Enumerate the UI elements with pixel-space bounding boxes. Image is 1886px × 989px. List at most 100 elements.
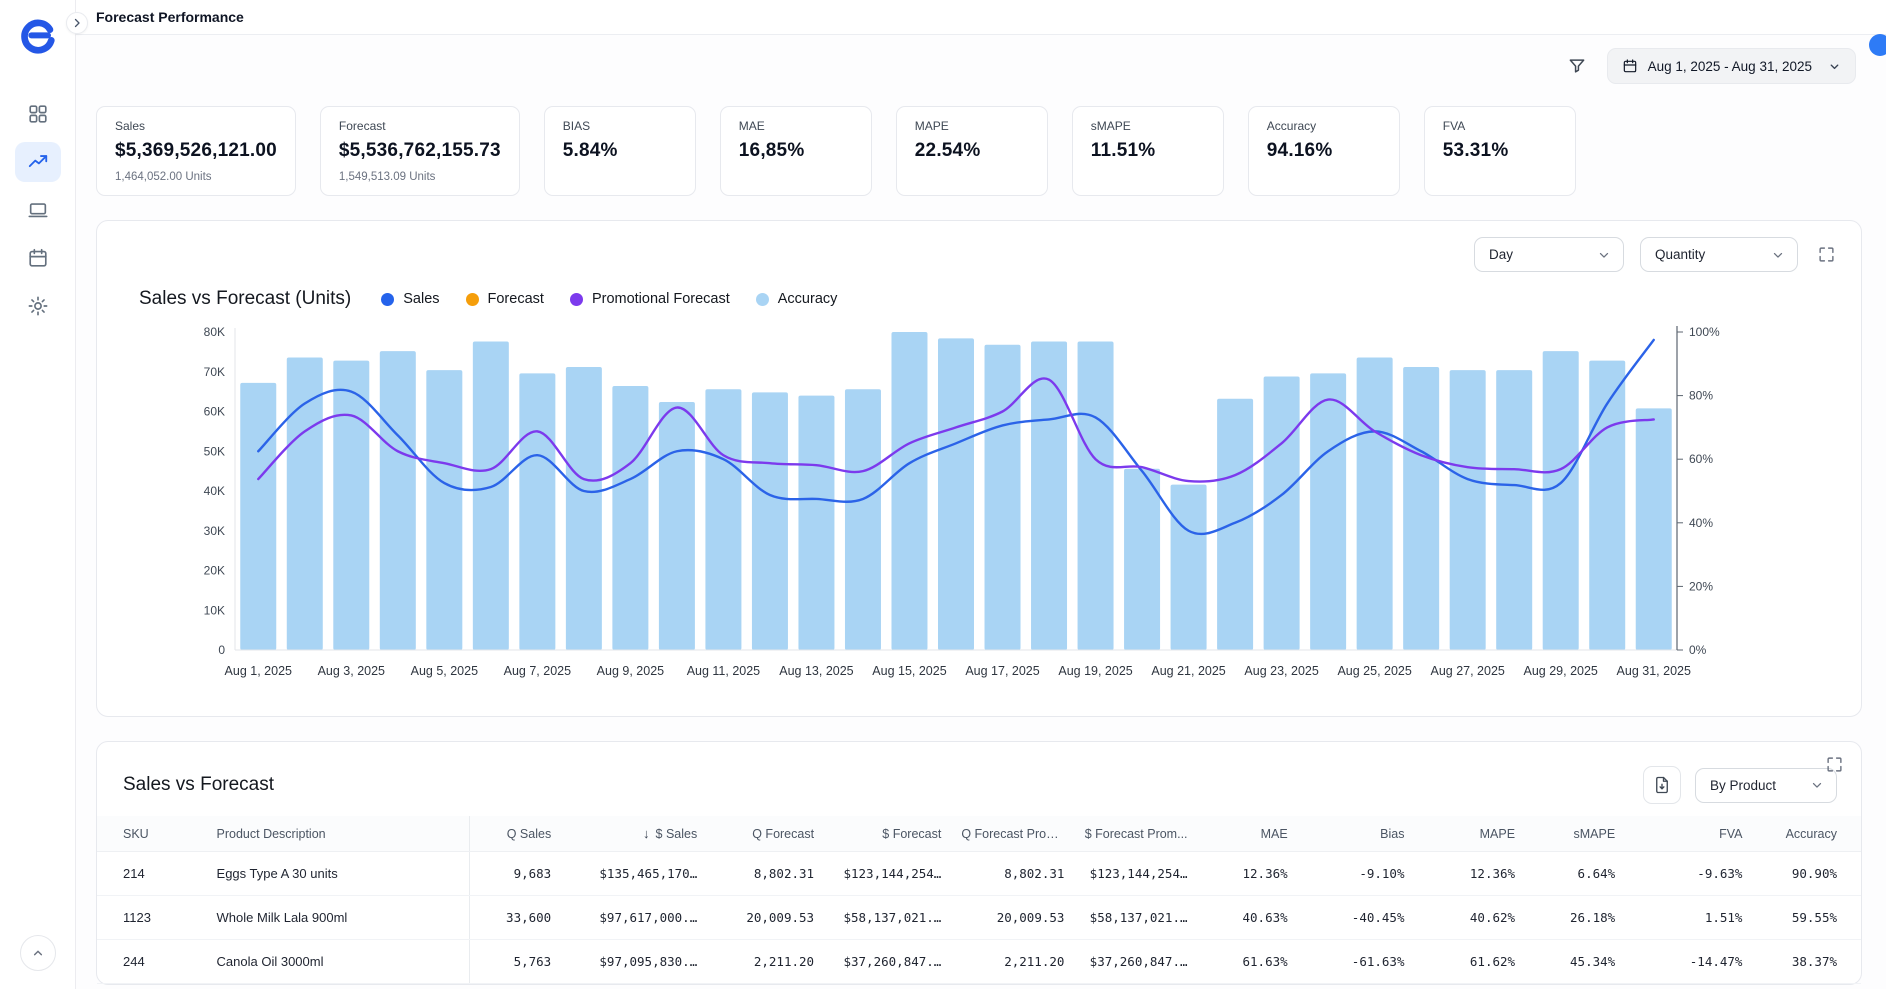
legend-item-accuracy[interactable]: Accuracy [755,291,837,307]
svg-text:Aug 19, 2025: Aug 19, 2025 [1058,664,1132,678]
scroll-top-button[interactable] [19,935,56,971]
cell-smape: 45.34% [1525,939,1626,984]
legend-dot [569,292,583,306]
column-header-fva[interactable]: FVA [1625,816,1753,852]
column-header-label: Product Description [216,826,326,841]
cell-accuracy: 38.37% [1752,939,1861,984]
column-header-sales[interactable]: ↓ $ Sales [561,816,708,852]
interval-select-value: Day [1489,247,1514,262]
column-header-forecast-prom[interactable]: $ Forecast Prom... [1074,816,1198,852]
table-fullscreen-button[interactable] [1822,752,1847,777]
kpi-card-fva: FVA 53.31% [1423,106,1576,196]
sidebar-item-devices[interactable] [15,190,61,230]
cell-accuracy: 90.90% [1752,851,1861,896]
sidebar-item-planning[interactable] [15,238,61,278]
svg-text:Aug 17, 2025: Aug 17, 2025 [965,664,1039,678]
svg-text:Aug 31, 2025: Aug 31, 2025 [1617,664,1691,678]
svg-text:40K: 40K [204,484,225,498]
column-header-bias[interactable]: Bias [1297,816,1415,852]
sidebar-item-dashboard[interactable] [15,94,61,134]
chart-title-row: Sales vs Forecast (Units) Sales Forecast P… [117,272,1841,316]
kpi-card-sales: Sales $5,369,526,121.00 1,464,052.00 Units [96,106,296,196]
column-header-q-forecast-prom[interactable]: Q Forecast Prom... [951,816,1075,852]
column-header-label: FVA [1719,826,1743,841]
table-title: Sales vs Forecast [123,774,274,795]
svg-text:Aug 25, 2025: Aug 25, 2025 [1337,664,1411,678]
cell-sales: $135,465,170… [561,851,708,896]
sidebar-expand-button[interactable] [66,12,88,34]
svg-text:Aug 23, 2025: Aug 23, 2025 [1244,664,1318,678]
metric-select[interactable]: Quantity [1640,237,1798,272]
legend-item-sales[interactable]: Sales [381,291,440,307]
column-header-accuracy[interactable]: Accuracy [1752,816,1861,852]
kpi-label: Sales [115,119,146,133]
column-header-label: MAPE [1479,826,1516,841]
column-header-q-forecast[interactable]: Q Forecast [707,816,825,852]
cell-bias: -40.45% [1297,895,1415,940]
cell-q-sales: 33,600 [469,895,562,940]
group-by-select-value: By Product [1710,777,1777,793]
table-row: 214 Eggs Type A 30 units 9,683 $135,465,170… [97,851,1861,896]
chart-fullscreen-button[interactable] [1814,242,1839,267]
kpi-value: $5,369,526,121.00 [115,140,277,161]
kpi-label: Accuracy [1266,119,1317,133]
legend-label: Promotional Forecast [591,291,730,307]
sidebar-item-settings[interactable] [15,286,61,326]
cell-fva: -9.63% [1625,851,1753,896]
cell-product-description: Eggs Type A 30 units [206,851,470,896]
cell-mape: 12.36% [1414,851,1526,896]
logo-e-icon [20,19,55,54]
cell-sku: 244 [97,939,207,984]
sidebar-item-forecast-performance[interactable] [14,142,61,182]
notification-dot[interactable] [1869,34,1886,56]
column-header-mae[interactable]: MAE [1197,816,1298,852]
svg-text:40%: 40% [1689,516,1713,530]
date-range-value: Aug 1, 2025 - Aug 31, 2025 [1647,58,1812,74]
filter-button[interactable] [1561,50,1593,82]
svg-text:60K: 60K [204,405,225,419]
cell-mae: 61.63% [1197,939,1298,984]
interval-select[interactable]: Day [1474,237,1624,272]
dashboard-grid-icon [28,105,47,123]
column-header-label: $ Sales [655,827,698,841]
date-range-picker[interactable]: Aug 1, 2025 - Aug 31, 2025 [1606,48,1856,84]
cell-q-forecast-prom: 20,009.53 [951,895,1075,940]
legend-label: Sales [403,291,440,307]
svg-text:10K: 10K [204,603,225,617]
legend-item-forecast[interactable]: Forecast [465,291,544,307]
chart-title: Sales vs Forecast (Units) [139,288,352,309]
column-header-sku[interactable]: SKU [97,816,207,852]
column-header-label: Q Sales [506,826,552,841]
legend-item-promotional-forecast[interactable]: Promotional Forecast [569,291,730,307]
sales-forecast-table: SKU Product Description Q Sales ↓ $ Sales Q F… [97,816,1861,984]
svg-text:Aug 29, 2025: Aug 29, 2025 [1524,664,1598,678]
app-logo [17,16,59,58]
table-head-row: Sales vs Forecast By Product [97,750,1861,816]
column-header-forecast[interactable]: $ Forecast [824,816,952,852]
cell-q-forecast: 20,009.53 [707,895,825,940]
column-header-q-sales[interactable]: Q Sales [469,816,562,852]
group-by-select[interactable]: By Product [1695,767,1837,803]
column-header-smape[interactable]: sMAPE [1525,816,1626,852]
kpi-card-forecast: Forecast $5,536,762,155.73 1,549,513.09 Un… [319,106,520,196]
cell-q-sales: 5,763 [469,939,562,984]
kpi-row: Sales $5,369,526,121.00 1,464,052.00 Units… [76,96,1886,196]
kpi-subvalue: 1,549,513.09 Units [338,171,436,183]
gear-icon [28,296,47,316]
svg-text:0%: 0% [1689,643,1707,657]
cell-bias: -9.10% [1297,851,1415,896]
cell-product-description: Canola Oil 3000ml [206,939,470,984]
column-header-label: Q Forecast Prom... [961,826,1067,841]
sidebar [0,0,76,989]
svg-text:100%: 100% [1689,325,1720,339]
kpi-value: 16,85% [738,140,805,161]
calendar-icon [1623,59,1636,73]
export-button[interactable] [1643,766,1681,804]
svg-text:Aug 11, 2025: Aug 11, 2025 [687,664,760,678]
page-header: Forecast Performance [76,0,1886,35]
cell-sales: $97,095,830.… [561,939,708,984]
column-header-mape[interactable]: MAPE [1414,816,1526,852]
svg-text:Aug 15, 2025: Aug 15, 2025 [872,664,946,678]
legend-label: Forecast [487,291,544,307]
column-header-product-description[interactable]: Product Description [206,816,470,852]
